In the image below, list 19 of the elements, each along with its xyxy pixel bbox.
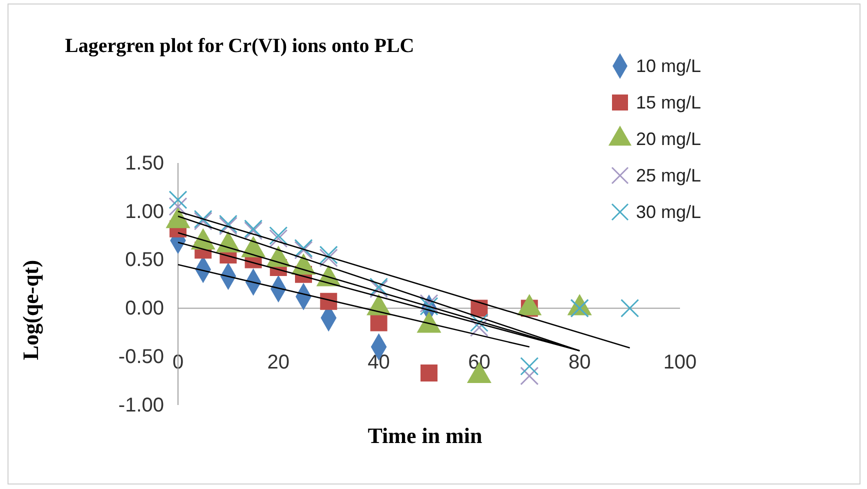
x-tick-label: 20	[267, 351, 290, 374]
x-tick-label: 40	[368, 351, 390, 374]
x-tick-label: 100	[663, 351, 697, 374]
legend-label: 20 mg/L	[636, 129, 702, 149]
x-tick-label: 80	[568, 351, 591, 374]
x-axis-title: Time in min	[368, 423, 482, 448]
x-tick-label: 60	[468, 351, 490, 374]
y-tick-label: 0.50	[125, 249, 164, 272]
legend-label: 30 mg/L	[636, 202, 702, 222]
y-tick-label: -0.50	[118, 346, 164, 368]
y-tick-label: -1.00	[118, 394, 164, 416]
y-tick-label: 1.50	[125, 152, 164, 174]
y-tick-label: 0.00	[125, 298, 164, 320]
chart-title: Lagergren plot for Cr(VI) ions onto PLC	[65, 35, 414, 57]
legend-label: 15 mg/L	[636, 92, 702, 112]
y-axis-title: Log(qe-qt)	[18, 260, 43, 360]
legend-label: 10 mg/L	[636, 56, 702, 76]
legend-label: 25 mg/L	[636, 166, 702, 186]
y-tick-label: 1.00	[125, 200, 164, 223]
